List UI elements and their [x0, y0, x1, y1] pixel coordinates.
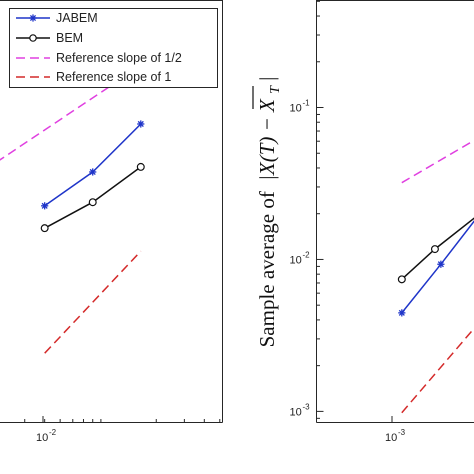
right-series-jabem-point-1: [437, 260, 445, 268]
right-y-label-math: |X(T) − X: [255, 98, 279, 181]
right-series-jabem-asterisk-0-stroke-3: [398, 309, 405, 316]
left-panel: 10 -2 JABEM BEM Reference slope of 1/2: [0, 0, 223, 444]
left-series-jabem-asterisk-0: [41, 202, 49, 210]
right-series-bem-point-0: [397, 275, 406, 284]
right-y-label-sub: T: [268, 85, 283, 94]
left-series-reference-slope-of-1-line: [44, 250, 142, 354]
legend-asterisk-jabem: [29, 14, 37, 22]
right-series-jabem-asterisk-1: [437, 260, 445, 268]
right-panel: 10-110-210-3 10 -3 Sample average of |X(…: [252, 0, 474, 444]
left-series-layer: [0, 65, 145, 354]
legend-label-slope-one: Reference slope of 1: [56, 70, 171, 84]
left-series-jabem-asterisk-1: [89, 168, 97, 176]
right-series-jabem-asterisk-1-stroke-3: [437, 261, 444, 268]
left-series-jabem-asterisk-2: [137, 120, 145, 128]
right-y-tick-exponent-1: -2: [303, 250, 311, 259]
left-x-minor-ticks: [24, 419, 221, 423]
left-series-jabem-asterisk-0-stroke-3: [41, 202, 48, 209]
legend-entry-bem: BEM: [16, 31, 83, 45]
legend: JABEM BEM Reference slope of 1/2 Referen…: [9, 8, 218, 88]
right-series-jabem-point-0: [398, 309, 406, 317]
legend-label-jabem: JABEM: [56, 11, 98, 25]
left-series-jabem-point-2: [137, 120, 145, 128]
right-y-label-prefix: Sample average of: [255, 191, 279, 347]
right-x-tick-label: 10: [385, 432, 397, 444]
left-series-bem-point-2: [136, 162, 145, 171]
legend-marker-bem: [29, 34, 37, 42]
right-series-layer: [397, 139, 474, 414]
left-series-jabem-point-1: [89, 168, 97, 176]
right-y-minor-ticks: [316, 0, 320, 419]
left-series-bem-point-1: [88, 198, 97, 207]
legend-marker-jabem: [29, 14, 37, 22]
legend-entry-slope-half: Reference slope of 1/2: [16, 51, 182, 65]
left-x-tick-exponent: -2: [49, 428, 57, 437]
left-x-tick-label: 10: [36, 432, 48, 444]
left-series-bem-line: [44, 166, 142, 229]
left-series-jabem-point-0: [41, 202, 49, 210]
right-y-tick-exponent-0: -1: [303, 99, 311, 108]
right-y-tick-exponent-2: -3: [303, 402, 311, 411]
right-y-tick-label-0: 10: [290, 103, 302, 115]
legend-entry-slope-one: Reference slope of 1: [16, 70, 171, 84]
right-y-tick-label-2: 10: [290, 406, 302, 418]
legend-entry-jabem: JABEM: [16, 11, 98, 25]
left-series-jabem-asterisk-1-stroke-3: [89, 168, 96, 176]
right-series-bem-point-1: [430, 245, 439, 254]
left-series-bem-point-0: [40, 224, 49, 233]
right-y-tick-label-1: 10: [290, 254, 302, 266]
right-x-tick-exponent: -3: [398, 428, 406, 437]
right-y-label-text: Sample average of |X(T) − X T |: [255, 77, 284, 348]
right-series-jabem-asterisk-0: [398, 309, 406, 317]
legend-box: [9, 8, 218, 88]
left-series-jabem-line: [44, 123, 142, 207]
legend-label-slope-half: Reference slope of 1/2: [56, 51, 182, 65]
legend-asterisk-jabem-stroke-3: [29, 14, 37, 22]
legend-label-bem: BEM: [56, 31, 83, 45]
right-series-reference-slope-of-1-2-line: [401, 139, 474, 184]
right-series-reference-slope-of-1-line: [401, 327, 474, 414]
right-series-jabem-line: [401, 220, 474, 314]
right-y-axis-label: Sample average of |X(T) − X T |: [252, 77, 284, 348]
right-y-ticks: 10-110-210-3: [290, 99, 324, 418]
right-y-label-bar-close: |: [255, 77, 279, 81]
left-series-jabem-asterisk-2-stroke-3: [137, 120, 144, 128]
